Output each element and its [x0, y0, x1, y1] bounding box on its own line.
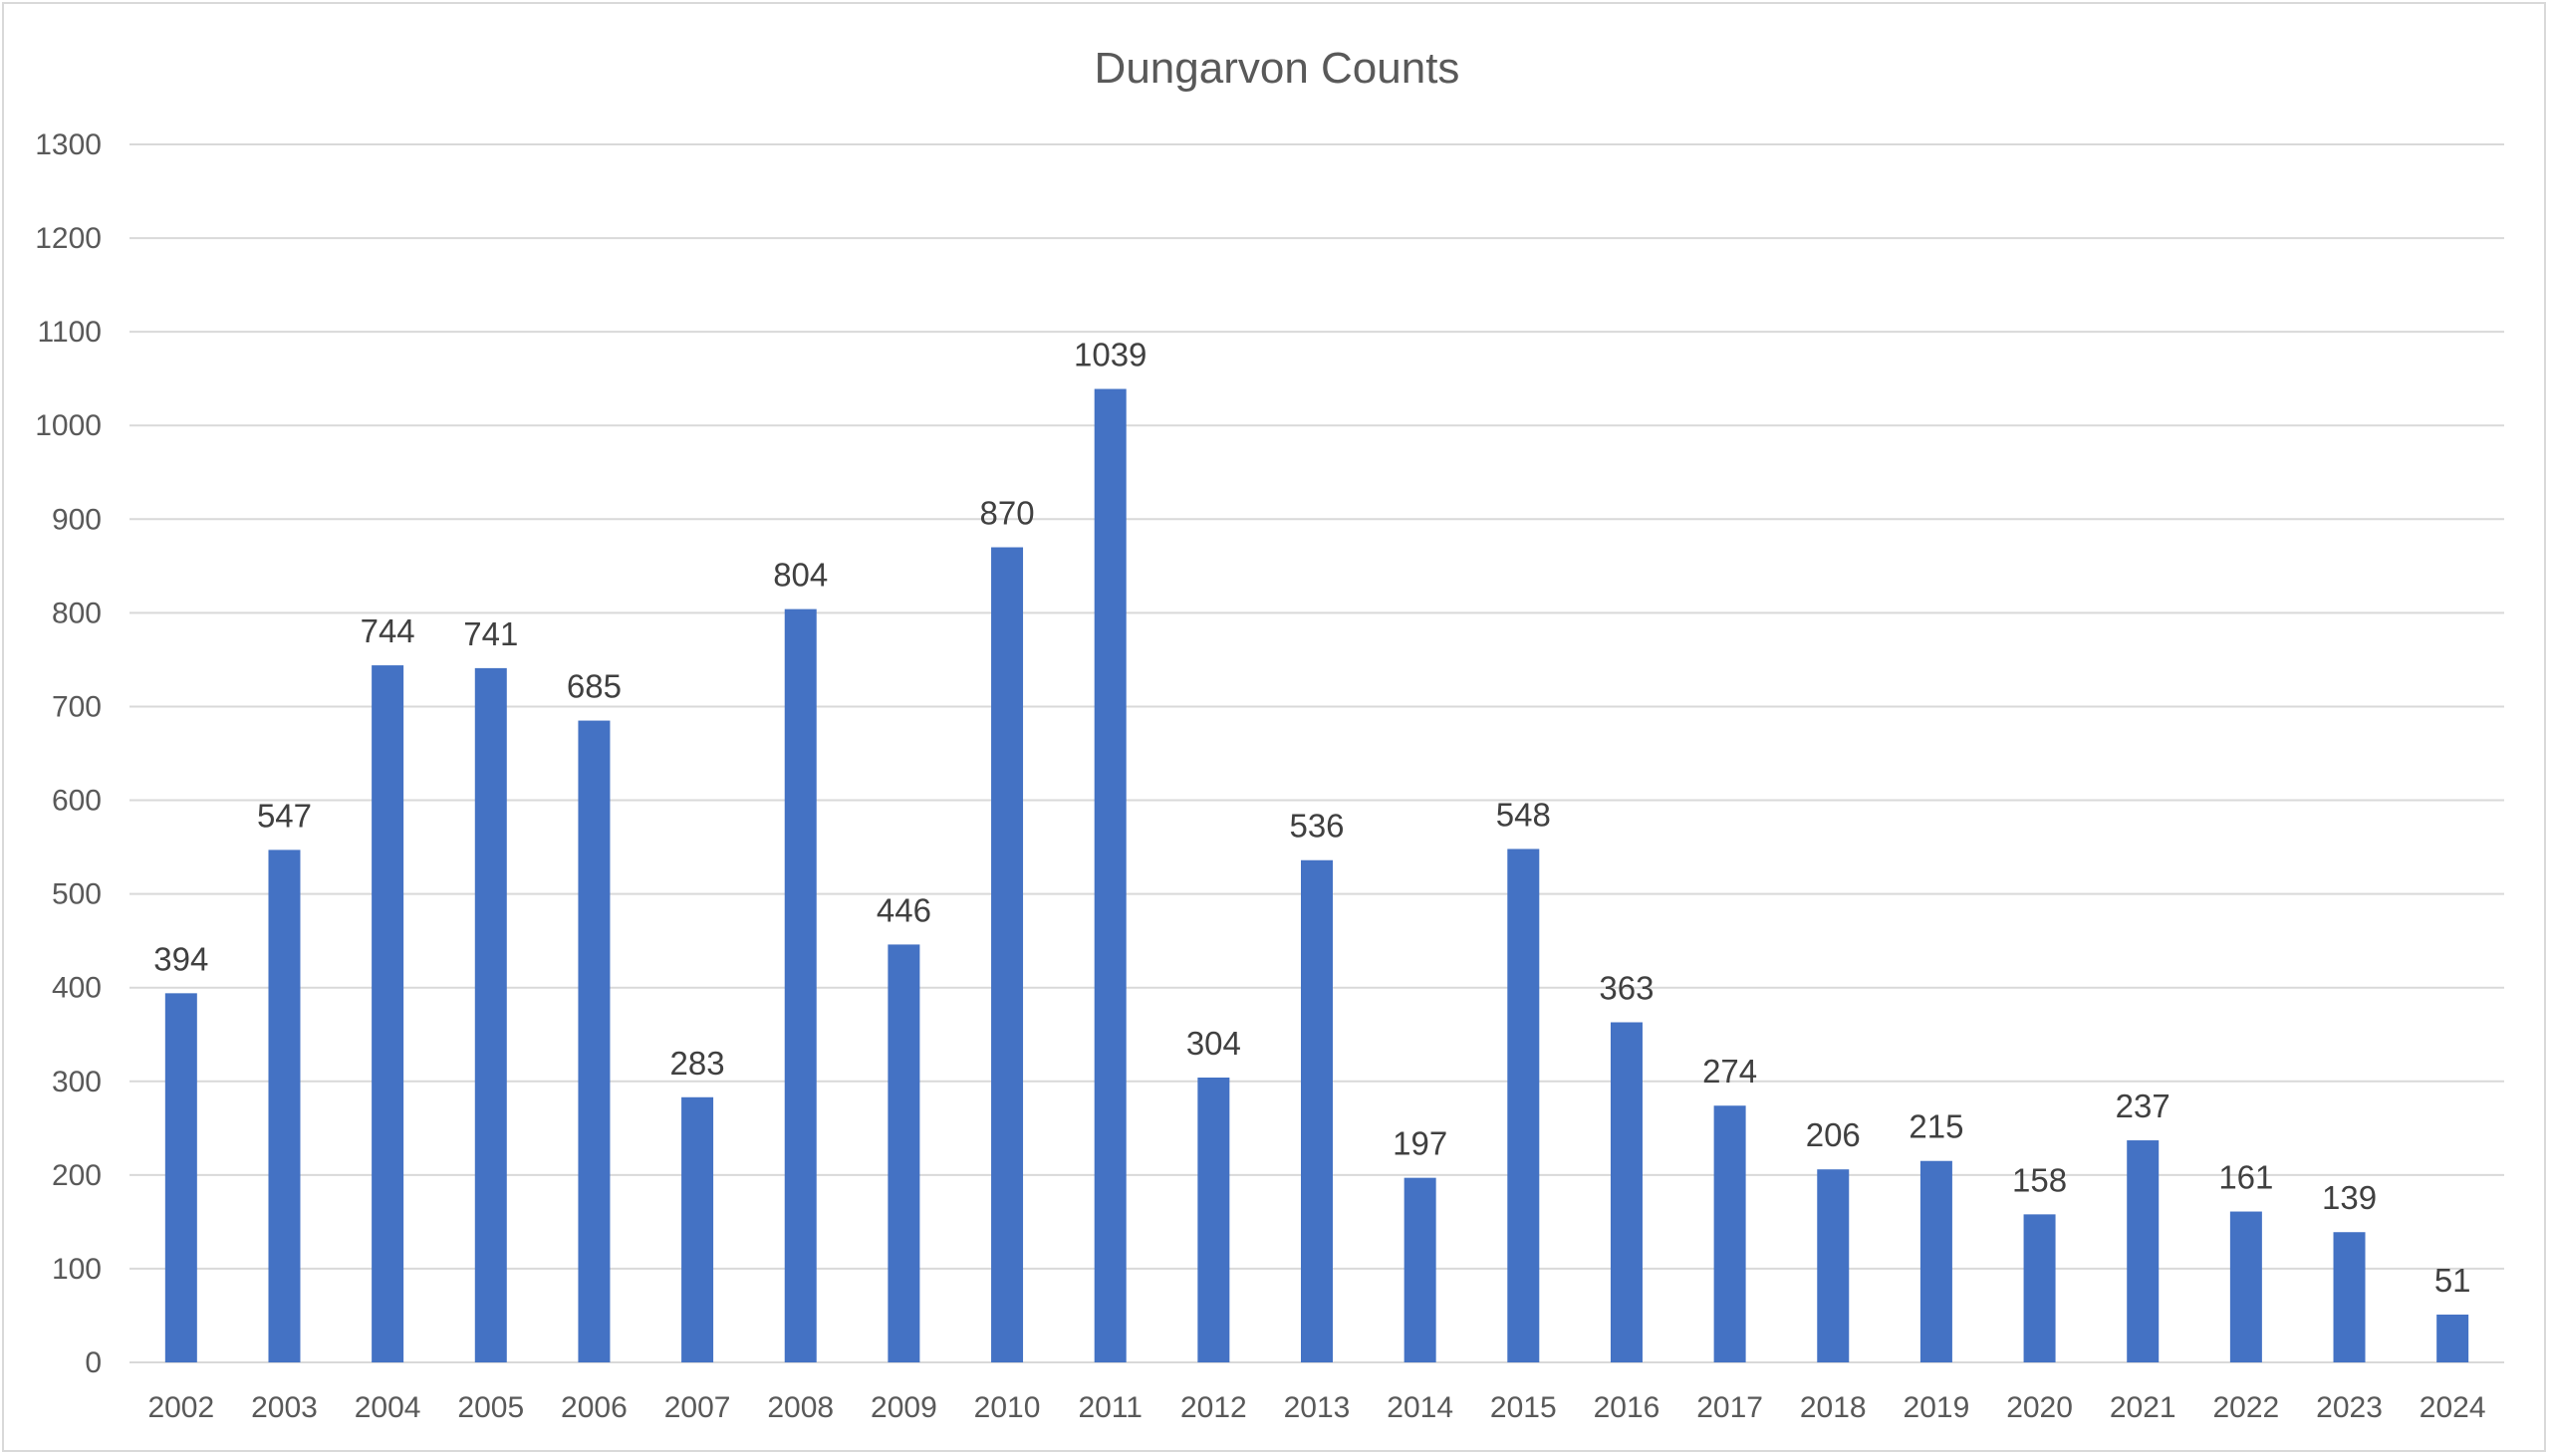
y-tick-label-1300: 1300: [35, 128, 102, 161]
data-label-2024: 51: [2434, 1262, 2471, 1299]
x-tick-label-2021: 2021: [2110, 1391, 2176, 1424]
bar-2023: [2333, 1232, 2366, 1362]
data-label-2020: 158: [2012, 1161, 2067, 1198]
x-tick-label-2011: 2011: [1078, 1391, 1143, 1424]
data-label-2004: 744: [361, 612, 415, 649]
bar-2009: [888, 944, 920, 1362]
data-label-2005: 741: [463, 615, 518, 652]
x-tick-label-2013: 2013: [1284, 1391, 1351, 1424]
x-tick-label-2008: 2008: [767, 1391, 834, 1424]
x-tick-label-2006: 2006: [561, 1391, 628, 1424]
y-tick-label-400: 400: [52, 972, 102, 1005]
data-label-2013: 536: [1289, 808, 1344, 845]
bars: [164, 388, 2469, 1362]
bar-2022: [2229, 1211, 2262, 1362]
bar-2012: [1197, 1078, 1230, 1362]
x-tick-label-2019: 2019: [1904, 1391, 1970, 1424]
y-axis-tick-labels: 0 100 200 300 400 500 600 700 800 900 1000 1100 1200…: [35, 128, 102, 1379]
data-label-2018: 206: [1806, 1116, 1861, 1153]
x-tick-label-2003: 2003: [251, 1391, 318, 1424]
data-label-2023: 139: [2322, 1179, 2377, 1216]
x-tick-label-2020: 2020: [2006, 1391, 2073, 1424]
x-tick-label-2017: 2017: [1696, 1391, 1763, 1424]
data-label-2010: 870: [980, 495, 1035, 532]
bar-2020: [2023, 1214, 2056, 1362]
y-tick-label-0: 0: [85, 1346, 102, 1379]
data-label-2021: 237: [2116, 1088, 2170, 1124]
x-tick-label-2012: 2012: [1180, 1391, 1247, 1424]
y-tick-label-600: 600: [52, 785, 102, 818]
bar-2024: [2436, 1315, 2469, 1362]
data-label-2019: 215: [1909, 1108, 1963, 1145]
data-label-2002: 394: [153, 940, 208, 977]
bar-2011: [1094, 388, 1127, 1362]
data-label-2017: 274: [1702, 1053, 1757, 1090]
bar-chart: Dungarvon Counts 0 100 200 300 400 500 600 700 8…: [35, 44, 2504, 1424]
x-tick-label-2007: 2007: [664, 1391, 731, 1424]
bar-2005: [474, 667, 507, 1362]
x-tick-label-2018: 2018: [1800, 1391, 1867, 1424]
y-tick-label-1000: 1000: [35, 409, 102, 442]
y-tick-label-300: 300: [52, 1066, 102, 1098]
bar-2016: [1610, 1022, 1643, 1362]
bar-2003: [268, 849, 301, 1362]
x-tick-label-2023: 2023: [2316, 1391, 2383, 1424]
bar-2015: [1507, 849, 1540, 1362]
bar-2002: [164, 993, 197, 1362]
data-label-2016: 363: [1599, 970, 1654, 1007]
data-label-2006: 685: [567, 668, 622, 705]
x-tick-label-2024: 2024: [2420, 1391, 2486, 1424]
data-label-2003: 547: [257, 797, 312, 834]
data-labels: 394 547 744 741 685 283 804 446 870 1039 304 536 197…: [153, 337, 2470, 1299]
bar-2014: [1403, 1177, 1436, 1362]
y-tick-label-800: 800: [52, 597, 102, 629]
bar-2008: [784, 608, 817, 1362]
x-tick-label-2016: 2016: [1594, 1391, 1660, 1424]
data-label-2012: 304: [1186, 1025, 1241, 1062]
data-label-2015: 548: [1496, 796, 1551, 833]
bar-2018: [1817, 1169, 1850, 1362]
x-tick-label-2015: 2015: [1490, 1391, 1557, 1424]
data-label-2022: 161: [2218, 1159, 2273, 1196]
x-tick-label-2022: 2022: [2212, 1391, 2279, 1424]
data-label-2011: 1039: [1074, 337, 1147, 373]
y-tick-label-100: 100: [52, 1253, 102, 1286]
y-tick-label-1200: 1200: [35, 222, 102, 255]
x-axis-tick-labels: 2002 2003 2004 2005 2006 2007 2008 2009 2010 2011…: [147, 1391, 2485, 1424]
data-label-2014: 197: [1393, 1125, 1447, 1162]
chart-title: Dungarvon Counts: [1095, 44, 1460, 93]
bar-2017: [1713, 1105, 1746, 1362]
bar-2010: [991, 547, 1024, 1362]
data-label-2008: 804: [773, 557, 828, 594]
x-tick-label-2014: 2014: [1387, 1391, 1453, 1424]
bar-2007: [681, 1096, 714, 1362]
bar-2013: [1301, 859, 1333, 1362]
data-label-2007: 283: [670, 1045, 725, 1082]
bar-2021: [2127, 1140, 2160, 1362]
data-label-2009: 446: [877, 891, 931, 928]
y-tick-label-700: 700: [52, 690, 102, 723]
bar-2004: [372, 665, 404, 1362]
x-tick-label-2002: 2002: [147, 1391, 214, 1424]
x-tick-label-2004: 2004: [355, 1391, 421, 1424]
bar-2019: [1919, 1160, 1952, 1362]
x-tick-label-2009: 2009: [871, 1391, 937, 1424]
y-tick-label-200: 200: [52, 1159, 102, 1192]
x-tick-label-2005: 2005: [457, 1391, 524, 1424]
bar-2006: [578, 720, 611, 1362]
x-tick-label-2010: 2010: [974, 1391, 1041, 1424]
y-tick-label-1100: 1100: [37, 316, 102, 349]
y-tick-label-500: 500: [52, 878, 102, 911]
y-tick-label-900: 900: [52, 503, 102, 536]
